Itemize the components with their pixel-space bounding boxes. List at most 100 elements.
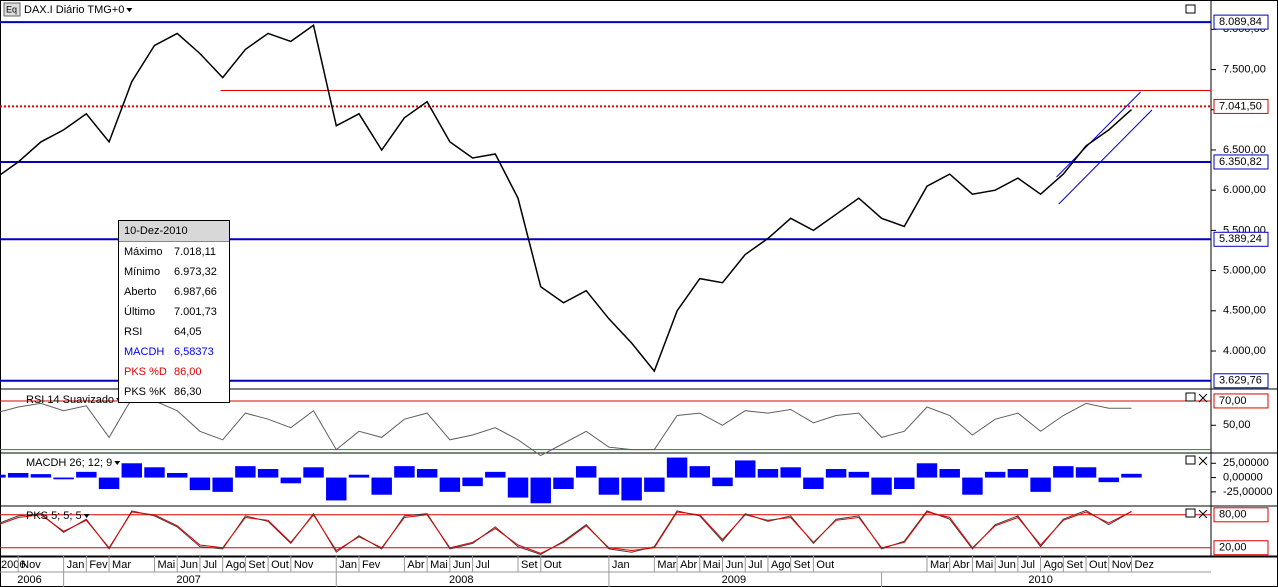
x-tick-label: Mar bbox=[657, 559, 676, 571]
x-tick-label: Out bbox=[271, 559, 289, 571]
histogram-bar bbox=[394, 466, 415, 478]
info-date: 10-Dez-2010 bbox=[119, 221, 229, 242]
level-label: 5.389,24 bbox=[1219, 233, 1262, 245]
info-label: MACDH bbox=[124, 346, 165, 358]
info-row: Último 7.001,73 bbox=[119, 302, 229, 322]
x-tick-label: Out bbox=[1089, 559, 1107, 571]
x-tick-label: Jul bbox=[748, 559, 762, 571]
x-tick-label: Jan bbox=[339, 559, 357, 571]
x-tick-label: Jun bbox=[453, 559, 471, 571]
x-tick-label: Nov bbox=[1112, 559, 1132, 571]
y-tick-label: 50,00 bbox=[1223, 419, 1251, 431]
histogram-bar bbox=[757, 469, 779, 478]
y-tick-label: 4.000,00 bbox=[1223, 345, 1266, 357]
close-x bbox=[1198, 393, 1208, 403]
histogram-bar bbox=[371, 477, 392, 495]
x-tick-label: Jun bbox=[998, 559, 1016, 571]
x-tick-label: Fev bbox=[89, 559, 108, 571]
series-line bbox=[0, 509, 1132, 555]
histogram-bar bbox=[30, 474, 52, 478]
x-tick-label: Mai bbox=[975, 559, 993, 571]
histogram-bar bbox=[712, 477, 733, 487]
trend-line bbox=[1056, 91, 1141, 178]
y-tick-label: -25,00000 bbox=[1223, 486, 1273, 498]
title-dropdown bbox=[126, 8, 133, 12]
histogram-bar bbox=[121, 463, 143, 478]
histogram-bar bbox=[825, 469, 847, 478]
info-label: Aberto bbox=[124, 286, 157, 298]
histogram-bar bbox=[7, 473, 29, 478]
histogram-bar bbox=[666, 457, 688, 478]
x-tick-label: Abr bbox=[953, 559, 970, 571]
maximize-icon[interactable] bbox=[1185, 392, 1196, 402]
histogram-bar bbox=[348, 474, 370, 478]
info-label: PKS %K bbox=[124, 386, 167, 398]
x-tick-label: Jun bbox=[726, 559, 744, 571]
x-tick-label: Jul bbox=[203, 559, 217, 571]
level-label: 7.041,50 bbox=[1219, 100, 1262, 112]
histogram-bar bbox=[53, 477, 74, 480]
level-label-box bbox=[1213, 231, 1269, 247]
x-tick-label: Abr bbox=[680, 559, 697, 571]
histogram-bar bbox=[553, 477, 574, 489]
x-tick-label: Set bbox=[1066, 559, 1083, 571]
x-tick-label: Dez bbox=[1134, 559, 1154, 571]
histogram-bar bbox=[189, 477, 211, 491]
histogram-bar bbox=[735, 460, 756, 478]
histogram-bar bbox=[280, 477, 302, 484]
panel-title: MACDH 26; 12; 9 bbox=[26, 457, 112, 469]
level-label: 80,00 bbox=[1219, 509, 1247, 521]
histogram-bar bbox=[575, 466, 597, 478]
y-tick-label: 7.500,00 bbox=[1223, 63, 1266, 75]
histogram-bar bbox=[1053, 466, 1074, 478]
maximize-icon[interactable] bbox=[1185, 455, 1196, 465]
histogram-bar bbox=[621, 477, 642, 501]
histogram-bar bbox=[485, 471, 506, 478]
level-label: 70,00 bbox=[1219, 395, 1247, 407]
x-tick-label: Mar bbox=[930, 559, 949, 571]
info-value: 6.973,32 bbox=[174, 266, 217, 278]
y-tick-label: 5.000,00 bbox=[1223, 264, 1266, 276]
maximize-icon[interactable] bbox=[1185, 4, 1196, 14]
histogram-bar bbox=[462, 477, 483, 487]
histogram-bar bbox=[212, 477, 233, 492]
x-tick-label: Mar bbox=[112, 559, 131, 571]
x-tick-label: Jul bbox=[476, 559, 490, 571]
symbol-icon-text: Eq bbox=[6, 4, 17, 14]
level-label-box bbox=[1213, 98, 1269, 114]
histogram-bar bbox=[416, 469, 438, 478]
histogram-bar bbox=[0, 474, 6, 478]
info-label: PKS %D bbox=[124, 366, 167, 378]
info-value: 7.018,11 bbox=[174, 246, 217, 258]
series-line bbox=[0, 24, 1132, 373]
x-tick-label: Out bbox=[544, 559, 562, 571]
x-tick-label: Jun bbox=[180, 559, 198, 571]
year-label: 2009 bbox=[722, 574, 746, 586]
symbol-icon bbox=[3, 2, 21, 17]
info-value: 64,05 bbox=[174, 326, 202, 338]
x-tick-label: Ago bbox=[771, 559, 791, 571]
histogram-bar bbox=[1075, 467, 1097, 478]
histogram-bar bbox=[1098, 477, 1119, 483]
histogram-bar bbox=[984, 471, 1006, 478]
y-tick-label: 0,00000 bbox=[1223, 471, 1263, 483]
x-tick-label: Set bbox=[248, 559, 265, 571]
histogram-bar bbox=[780, 467, 801, 478]
x-tick-label: Ago bbox=[226, 559, 246, 571]
info-value: 86,00 bbox=[174, 366, 202, 378]
histogram-bar bbox=[916, 463, 938, 478]
series-line bbox=[0, 397, 1132, 457]
level-label-box bbox=[1213, 373, 1269, 389]
level-label: 8.089,84 bbox=[1219, 16, 1262, 28]
info-label: Máximo bbox=[124, 246, 163, 258]
x-tick-label: Nov bbox=[21, 559, 41, 571]
year-label: 2010 bbox=[1028, 574, 1052, 586]
x-tick-label: Mai bbox=[157, 559, 175, 571]
level-label: 20,00 bbox=[1219, 542, 1247, 554]
x-tick-label: Set bbox=[521, 559, 538, 571]
panel-title: RSI 14 Suavizado bbox=[26, 394, 114, 406]
year-label: 2006 bbox=[17, 574, 41, 586]
maximize-icon[interactable] bbox=[1185, 508, 1196, 518]
histogram-bar bbox=[1030, 477, 1051, 492]
